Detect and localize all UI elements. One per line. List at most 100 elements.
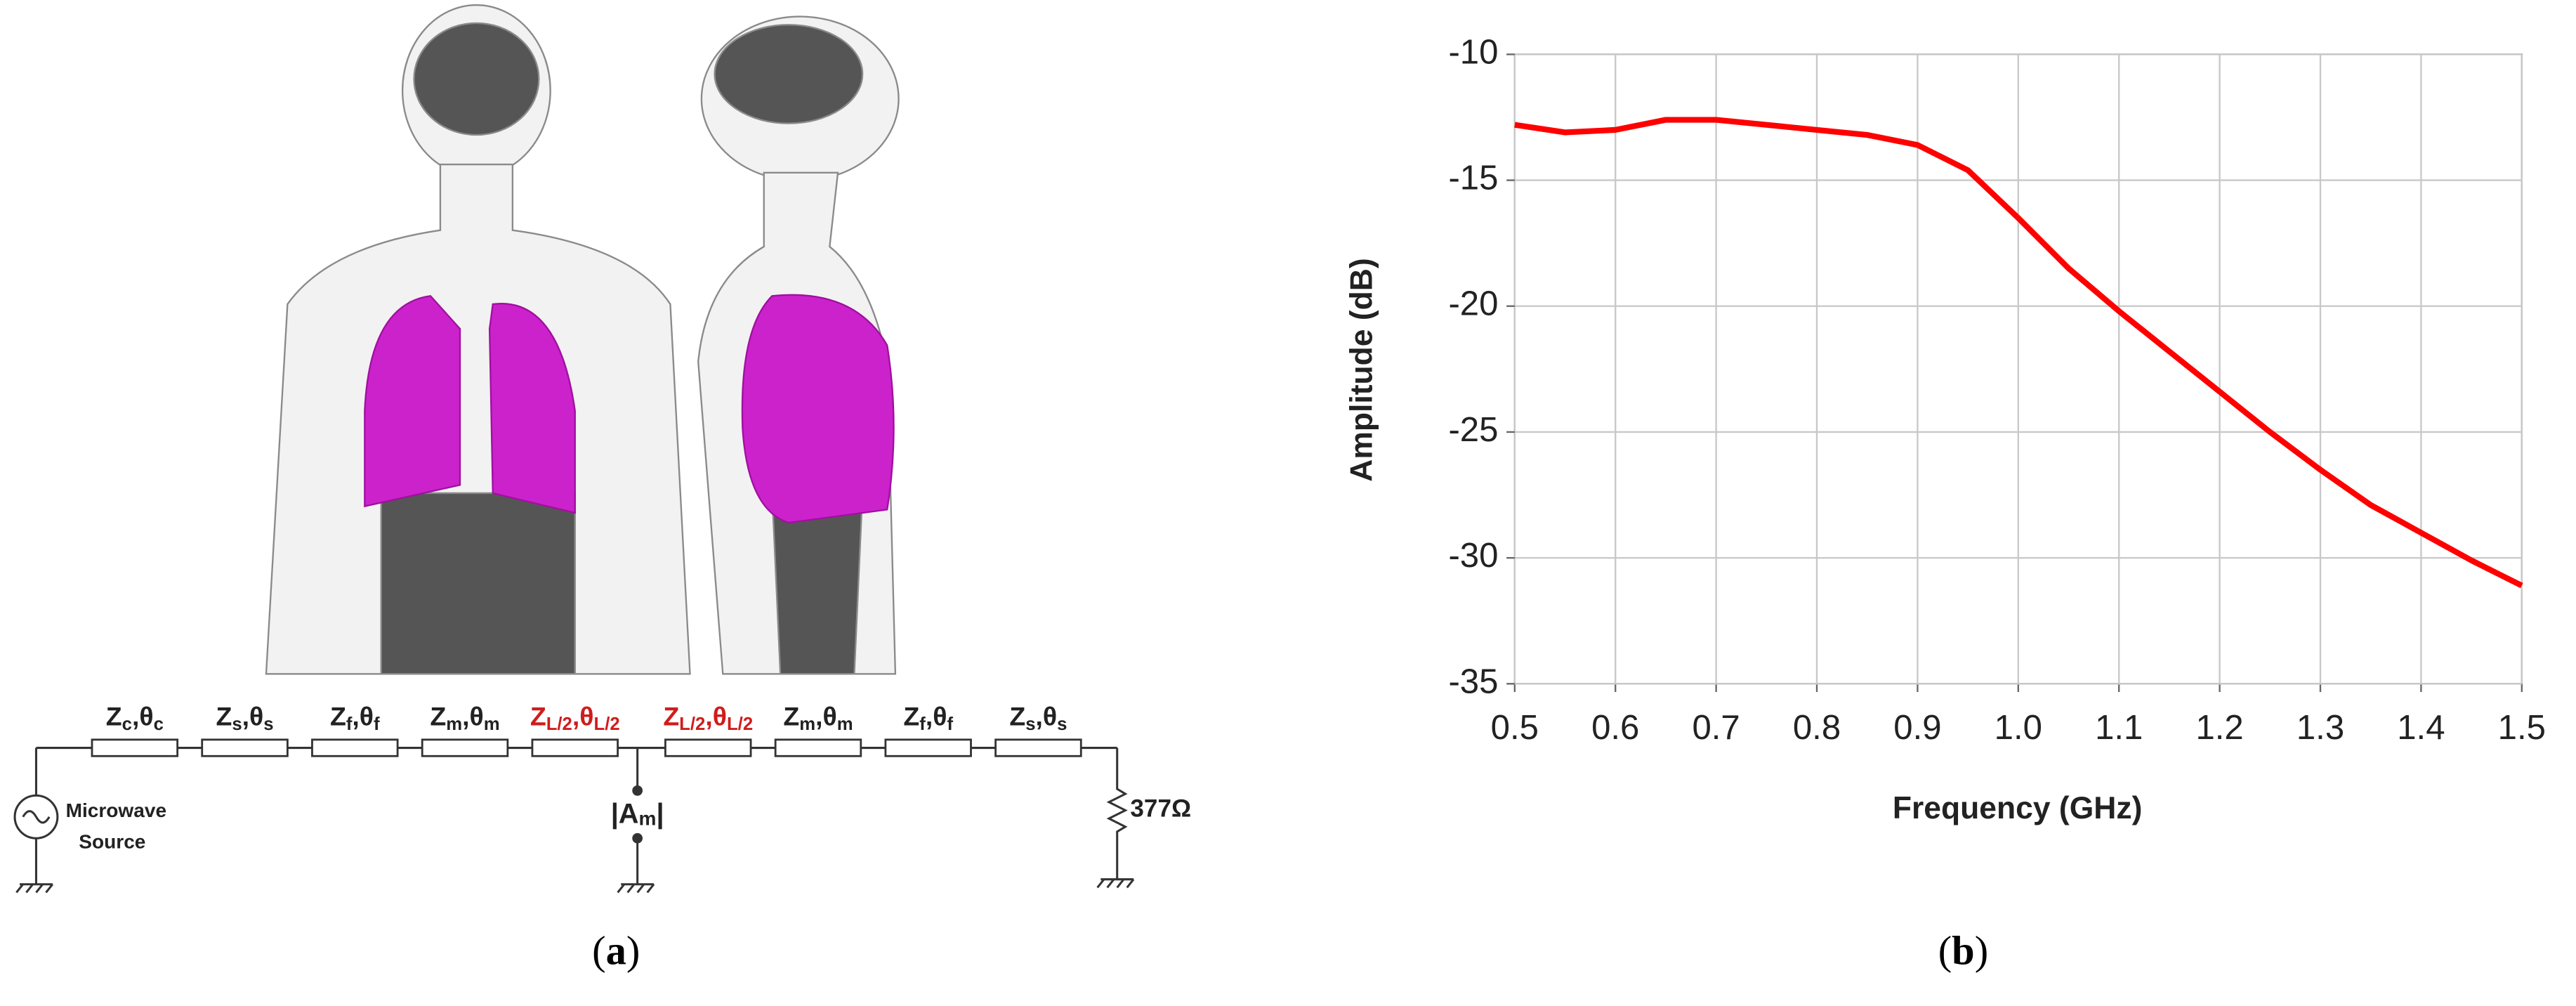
data-line	[1514, 117, 2523, 589]
y-tick-label: -10	[1448, 33, 1498, 71]
x-tick-label: 1.5	[2498, 709, 2546, 747]
load-label: 377Ω	[1130, 795, 1191, 823]
circuit-element	[531, 738, 619, 757]
node	[632, 785, 643, 796]
element-text: ,θ	[352, 701, 374, 731]
element-sub: L/2	[546, 714, 572, 734]
x-tick-label: 1.4	[2397, 709, 2445, 747]
element-text: Z	[106, 701, 122, 731]
element-sub: c	[154, 714, 164, 734]
y-axis-title: Amplitude (dB)	[1344, 258, 1379, 481]
x-tick-label: 0.8	[1793, 709, 1841, 747]
meter-text: |A	[611, 798, 639, 829]
element-sub: s	[263, 714, 273, 734]
element-text: ,θ	[462, 701, 484, 731]
y-tick-label: -15	[1448, 159, 1498, 197]
meter-text: |	[656, 798, 664, 829]
element-text: Z	[783, 701, 799, 731]
caption: (a)	[592, 928, 640, 974]
element-sub: f	[346, 714, 353, 734]
body-front	[265, 4, 691, 675]
element-sub: m	[446, 714, 462, 734]
circuit-element	[664, 738, 752, 757]
circuit-element	[91, 738, 179, 757]
x-axis-title: Frequency (GHz)	[1893, 791, 2143, 825]
caption-text: )	[626, 928, 640, 974]
ground	[1096, 878, 1135, 889]
circuit	[13, 747, 1135, 894]
element-label: Zs,θs	[1009, 701, 1067, 733]
element-label: Zf,θf	[330, 701, 380, 733]
element-label: Zc,θc	[106, 701, 164, 733]
circuit-element	[774, 738, 862, 757]
element-sub: L/2	[593, 714, 619, 734]
body-side	[697, 15, 900, 675]
element-text: ,θ	[926, 701, 947, 731]
circuit-element	[311, 738, 399, 757]
source-wave	[22, 810, 51, 824]
x-tick-label: 0.5	[1491, 709, 1539, 747]
x-tick-label: 1.1	[2095, 709, 2143, 747]
caption-text: (	[592, 928, 605, 974]
element-label: ZL/2,θL/2	[530, 701, 620, 733]
x-tick-label: 0.6	[1591, 709, 1639, 747]
meter-label: |Am|	[611, 798, 664, 830]
element-label: Zs,θs	[216, 701, 273, 733]
element-text: Z	[1009, 701, 1025, 731]
resistor	[1106, 747, 1128, 880]
element-text: ,θ	[132, 701, 154, 731]
source-label: Microwave	[66, 799, 167, 821]
element-text: ,θ	[815, 701, 837, 731]
x-tick-label: 0.7	[1692, 709, 1740, 747]
element-label: ZL/2,θL/2	[663, 701, 753, 733]
element-sub: s	[1057, 714, 1067, 734]
element-text: Z	[903, 701, 919, 731]
element-sub: f	[947, 714, 953, 734]
ground	[15, 883, 54, 894]
x-tick-label: 1.2	[2195, 709, 2243, 747]
element-text: Z	[430, 701, 446, 731]
x-tick-label: 0.9	[1893, 709, 1941, 747]
element-text: Z	[663, 701, 679, 731]
element-sub: c	[122, 714, 132, 734]
y-tick-label: -20	[1448, 285, 1498, 323]
element-sub: L/2	[727, 714, 753, 734]
element-sub: m	[837, 714, 853, 734]
element-text: ,θ	[572, 701, 594, 731]
element-label: Zm,θm	[783, 701, 853, 733]
y-tick-label: -35	[1448, 662, 1498, 700]
element-sub: m	[799, 714, 815, 734]
y-tick-label: -30	[1448, 537, 1498, 575]
element-text: Z	[530, 701, 546, 731]
element-text: ,θ	[705, 701, 727, 731]
meter-sub: m	[639, 808, 657, 830]
element-label: Zf,θf	[903, 701, 953, 733]
element-sub: m	[484, 714, 500, 734]
element-text: ,θ	[1036, 701, 1058, 731]
x-tick-label: 1.3	[2296, 709, 2344, 747]
element-text: Z	[216, 701, 232, 731]
element-sub: f	[919, 714, 926, 734]
caption-text: (	[1938, 928, 1952, 974]
circuit-element	[994, 738, 1082, 757]
circuit-element	[884, 738, 972, 757]
circuit-element	[421, 738, 509, 757]
caption-text: )	[1975, 928, 1988, 974]
y-tick-label: -25	[1448, 411, 1498, 449]
element-text: ,θ	[242, 701, 264, 731]
caption: (b)	[1938, 928, 1989, 974]
element-sub: L/2	[679, 714, 705, 734]
ground	[617, 883, 655, 894]
element-sub: s	[232, 714, 242, 734]
element-sub: f	[374, 714, 380, 734]
caption-text: b	[1952, 928, 1975, 974]
x-tick-label: 1.0	[1995, 709, 2042, 747]
element-text: Z	[330, 701, 346, 731]
element-label: Zm,θm	[430, 701, 499, 733]
element-sub: s	[1025, 714, 1035, 734]
caption-text: a	[606, 928, 626, 974]
circuit-element	[201, 738, 289, 757]
source-label: Source	[79, 831, 145, 853]
